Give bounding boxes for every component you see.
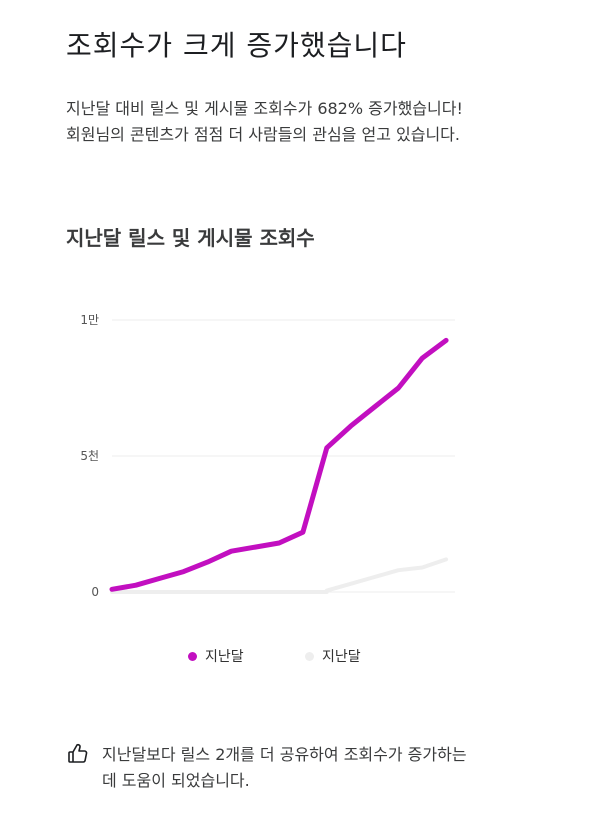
page-title: 조회수가 크게 증가했습니다 bbox=[66, 29, 407, 62]
chart-title: 지난달 릴스 및 게시물 조회수 bbox=[66, 226, 315, 250]
tip-line-2: 데 도움이 되었습니다. bbox=[102, 771, 250, 790]
legend-dot-previous bbox=[305, 651, 314, 661]
legend-item-previous[interactable]: 지난달 bbox=[305, 646, 361, 666]
series-current-line bbox=[109, 337, 449, 592]
chart-legend: 지난달 지난달 bbox=[0, 646, 600, 666]
y-tick-label: 5천 bbox=[80, 448, 99, 463]
tip-text: 지난달보다 릴스 2개를 더 공유하여 조회수가 증가하는 데 도움이 되었습니… bbox=[102, 742, 467, 794]
summary-line-2: 회원님의 콘텐츠가 점점 더 사람들의 관심을 얻고 있습니다. bbox=[66, 125, 460, 144]
series-previous-line bbox=[324, 557, 449, 593]
views-line-chart: 0 5천 1만 bbox=[80, 313, 455, 599]
legend-item-current[interactable]: 지난달 bbox=[188, 646, 244, 666]
y-tick-label: 0 bbox=[91, 585, 99, 599]
thumbs-up-icon bbox=[68, 743, 88, 763]
summary-text: 지난달 대비 릴스 및 게시물 조회수가 682% 증가했습니다! 회원님의 콘… bbox=[66, 96, 566, 148]
y-tick-label: 1만 bbox=[80, 313, 99, 327]
legend-label-current: 지난달 bbox=[205, 649, 244, 665]
legend-dot-current bbox=[188, 651, 197, 661]
summary-line-1: 지난달 대비 릴스 및 게시물 조회수가 682% 증가했습니다! bbox=[66, 99, 463, 118]
tip-box: 지난달보다 릴스 2개를 더 공유하여 조회수가 증가하는 데 도움이 되었습니… bbox=[66, 742, 546, 794]
legend-label-previous: 지난달 bbox=[322, 649, 361, 665]
tip-line-1: 지난달보다 릴스 2개를 더 공유하여 조회수가 증가하는 bbox=[102, 745, 467, 764]
